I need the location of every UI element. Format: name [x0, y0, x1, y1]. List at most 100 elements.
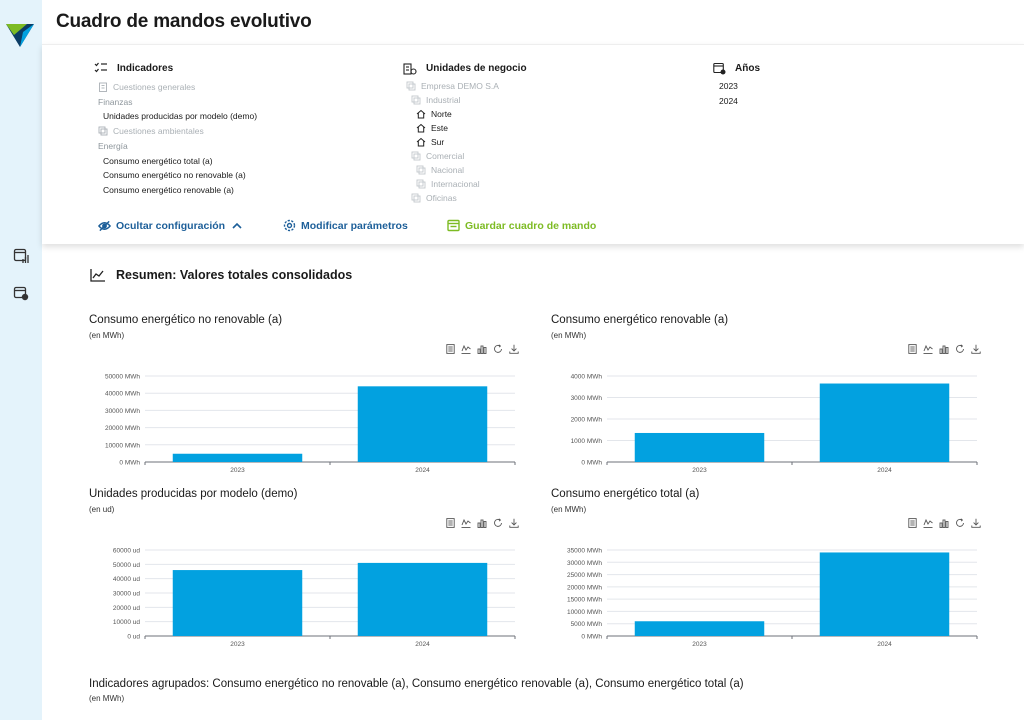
business-unit-empresa-demo-s-a[interactable]: Empresa DEMO S.A — [406, 81, 499, 91]
bar-chart-icon[interactable] — [939, 344, 949, 354]
line-chart-icon[interactable] — [923, 518, 933, 528]
x-tick-label: 2023 — [230, 641, 245, 648]
chart-unit-label: (en ud) — [89, 505, 115, 514]
download-icon[interactable] — [971, 518, 981, 528]
summary-title: Resumen: Valores totales consolidados — [90, 268, 352, 282]
line-chart-icon[interactable] — [923, 344, 933, 354]
buildings-icon — [406, 81, 416, 91]
business-unit-label: Este — [431, 123, 449, 133]
chart-unit-label: (en MWh) — [551, 331, 587, 340]
modify-parameters-button[interactable]: Modificar parámetros — [283, 219, 408, 232]
business-unit-norte[interactable]: Norte — [416, 109, 452, 119]
chart-plot: 0 MWh 5000 MWh 10000 MWh 15000 MWh 20000 MWh… — [567, 548, 978, 648]
chart-toolbox — [445, 344, 519, 354]
buildings-icon — [411, 151, 421, 161]
eye-off-icon — [98, 219, 111, 232]
save-dashboard-button[interactable]: Guardar cuadro de mando — [447, 219, 596, 232]
bar-chart-icon[interactable] — [477, 344, 487, 354]
y-tick-label: 30000 ud — [113, 591, 140, 598]
business-unit-oficinas[interactable]: Oficinas — [411, 193, 457, 203]
indicator-item-consumo-energetico-total-a[interactable]: Consumo energético total (a) — [103, 156, 213, 166]
year-item-2023[interactable]: 2023 — [719, 81, 738, 91]
grouped-indicators-title: Indicadores agrupados: Consumo energétic… — [89, 678, 744, 690]
y-tick-label: 15000 MWh — [567, 597, 602, 604]
y-tick-label: 0 MWh — [581, 460, 602, 467]
chart-title: Unidades producidas por modelo (demo) — [89, 488, 298, 500]
download-icon[interactable] — [509, 344, 519, 354]
indicator-item-unidades-producidas-por-modelo-demo[interactable]: Unidades producidas por modelo (demo) — [103, 111, 257, 121]
app-logo[interactable] — [5, 22, 35, 48]
line-chart-icon[interactable] — [461, 518, 471, 528]
business-unit-label: Norte — [431, 109, 452, 119]
y-tick-label: 60000 ud — [113, 548, 140, 555]
data-view-icon[interactable] — [445, 518, 455, 528]
trend-chart-icon — [90, 268, 106, 282]
indicator-item-consumo-energetico-no-renovable-a[interactable]: Consumo energético no renovable (a) — [103, 170, 246, 180]
indicator-item-label: Consumo energético no renovable (a) — [103, 170, 246, 181]
business-unit-label: Internacional — [431, 179, 480, 189]
y-tick-label: 50000 ud — [113, 562, 140, 569]
bar-2023[interactable] — [634, 621, 765, 636]
x-tick-label: 2023 — [692, 641, 707, 648]
home-icon — [416, 109, 426, 119]
bar-2024[interactable] — [819, 383, 950, 462]
restore-icon[interactable] — [493, 518, 503, 528]
bar-2023[interactable] — [172, 570, 303, 636]
bar-2024[interactable] — [819, 552, 950, 636]
bar-2023[interactable] — [634, 432, 765, 462]
business-unit-industrial[interactable]: Industrial — [411, 95, 461, 105]
indicator-item-cuestiones-generales[interactable]: Cuestiones generales — [98, 82, 195, 92]
business-unit-comercial[interactable]: Comercial — [411, 151, 464, 161]
year-item-2024[interactable]: 2024 — [719, 95, 738, 106]
data-view-icon[interactable] — [907, 344, 917, 354]
chevron-up-icon — [232, 222, 242, 229]
chart-unit-label: (en MWh) — [551, 505, 587, 514]
indicator-item-label: Energía — [98, 140, 128, 151]
line-chart-icon[interactable] — [461, 344, 471, 354]
y-tick-label: 20000 MWh — [567, 584, 602, 591]
dashboard-chart-icon[interactable] — [11, 246, 31, 266]
download-icon[interactable] — [971, 344, 981, 354]
bar-2024[interactable] — [357, 562, 488, 636]
bar-2024[interactable] — [357, 386, 488, 462]
indicator-item-consumo-energetico-renovable-a[interactable]: Consumo energético renovable (a) — [103, 185, 234, 195]
indicator-item-energia[interactable]: Energía — [98, 141, 128, 151]
buildings-icon — [416, 165, 426, 175]
hide-configuration-button[interactable]: Ocultar configuración — [98, 219, 242, 232]
bar-2023[interactable] — [172, 453, 303, 462]
configuration-panel: Indicadores Cuestiones generales Finanzas… — [42, 44, 1024, 244]
business-units-heading: Unidades de negocio — [403, 61, 527, 75]
indicator-item-cuestiones-ambientales[interactable]: Cuestiones ambientales — [98, 126, 204, 136]
data-view-icon[interactable] — [445, 344, 455, 354]
y-tick-label: 20000 ud — [113, 605, 140, 612]
business-unit-nacional[interactable]: Nacional — [416, 165, 464, 175]
y-tick-label: 4000 MWh — [571, 374, 603, 381]
indicator-item-finanzas[interactable]: Finanzas — [98, 97, 133, 107]
y-tick-label: 3000 MWh — [571, 395, 603, 402]
business-unit-sur[interactable]: Sur — [416, 137, 444, 147]
x-tick-label: 2024 — [415, 467, 430, 474]
restore-icon[interactable] — [493, 344, 503, 354]
chart-units-produced: Unidades producidas por modelo (demo) (en… — [89, 488, 529, 648]
business-unit-internacional[interactable]: Internacional — [416, 179, 480, 189]
business-unit-label: Empresa DEMO S.A — [421, 81, 499, 91]
data-view-icon[interactable] — [907, 518, 917, 528]
bar-chart-icon[interactable] — [939, 518, 949, 528]
download-icon[interactable] — [509, 518, 519, 528]
bar-chart-icon[interactable] — [477, 518, 487, 528]
buildings-icon — [416, 179, 426, 189]
chart-plot: 0 MWh 1000 MWh 2000 MWh 3000 MWh 4000 MWh 202… — [571, 374, 978, 474]
y-tick-label: 0 MWh — [581, 634, 602, 641]
leaf-icon — [98, 126, 108, 136]
business-unit-este[interactable]: Este — [416, 123, 448, 133]
x-tick-label: 2024 — [877, 467, 892, 474]
y-tick-label: 25000 MWh — [567, 572, 602, 579]
restore-icon[interactable] — [955, 344, 965, 354]
x-tick-label: 2023 — [692, 467, 707, 474]
calendar-clock-icon[interactable] — [11, 283, 31, 303]
y-tick-label: 0 MWh — [119, 460, 140, 467]
x-tick-label: 2023 — [230, 467, 245, 474]
restore-icon[interactable] — [955, 518, 965, 528]
chart-non-renewable-energy: Consumo energético no renovable (a) (en M… — [89, 314, 529, 474]
chart-title: Consumo energético no renovable (a) — [89, 314, 283, 326]
